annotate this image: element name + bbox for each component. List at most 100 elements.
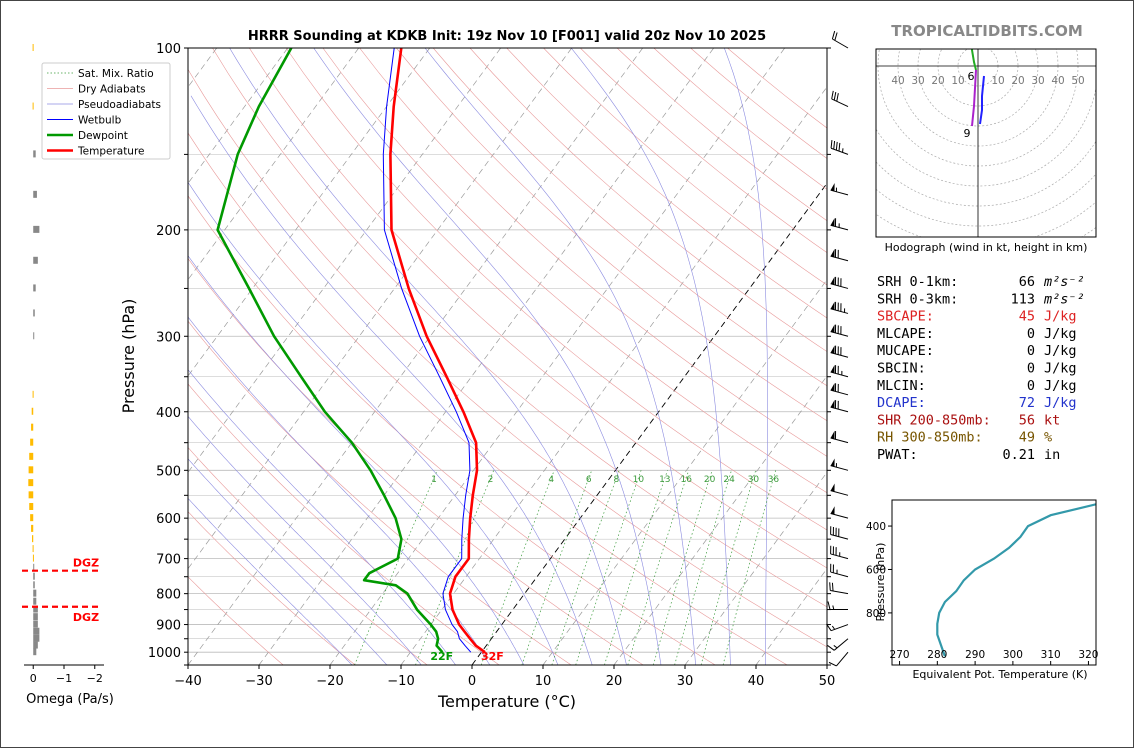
barb-flag xyxy=(830,364,835,374)
site-brand: TROPICALTIDBITS.COM xyxy=(891,22,1083,40)
moist-adiabat xyxy=(724,48,768,665)
isotherm xyxy=(258,48,715,665)
barb-line xyxy=(836,93,839,102)
isotherm xyxy=(188,48,502,473)
barb-flag xyxy=(830,458,835,467)
y-tick-label: 200 xyxy=(156,224,181,239)
legend-label: Dewpoint xyxy=(78,130,128,142)
hodograph-speed-label: 40 xyxy=(891,75,904,87)
omega-bar xyxy=(33,641,38,649)
index-row: SRH 0-1km: 66 m²s⁻² xyxy=(877,274,1085,290)
index-row: MLCAPE: 0 J/kg xyxy=(877,326,1077,342)
omega-bar xyxy=(28,466,34,474)
index-label: SBCAPE: xyxy=(877,309,934,325)
mixing-ratio-label: 10 xyxy=(633,475,645,485)
wind-barb xyxy=(827,601,848,611)
theta-e-y-tick-label: 400 xyxy=(866,521,886,533)
mixing-ratio-label: 13 xyxy=(659,475,670,485)
legend-label: Sat. Mix. Ratio xyxy=(78,68,154,80)
dry-adiabat xyxy=(322,48,827,494)
wind-barb xyxy=(830,182,849,196)
dry-adiabat xyxy=(188,576,284,665)
hodograph-speed-label: 30 xyxy=(1031,75,1044,87)
barb-staff xyxy=(830,371,849,378)
omega-bar xyxy=(30,438,34,446)
isotherm xyxy=(755,568,827,665)
dgz-label: DGZ xyxy=(73,611,99,624)
barb-line xyxy=(831,582,834,592)
index-row: SRH 0-3km: 113 m²s⁻² xyxy=(877,291,1085,307)
wind-barb xyxy=(831,90,849,108)
mixing-ratio-line xyxy=(627,470,690,665)
mixing-ratio-label: 20 xyxy=(704,475,716,485)
omega-bar xyxy=(33,634,40,642)
x-tick-label: 50 xyxy=(819,674,836,689)
x-tick-label: −10 xyxy=(387,674,414,689)
hodograph-speed-label: 10 xyxy=(991,75,1004,87)
hodograph-speed-label: 50 xyxy=(1071,75,1084,87)
theta-e-y-tick-label: 800 xyxy=(866,608,886,620)
dry-adiabat xyxy=(212,48,827,608)
omega-x-axis-label: Omega (Pa/s) xyxy=(26,692,114,707)
index-row: RH 300-850mb: 49% xyxy=(877,430,1052,446)
y-tick-label: 300 xyxy=(156,330,181,345)
wind-barb xyxy=(830,345,849,358)
omega-bar xyxy=(30,514,34,522)
skewt-legend: Sat. Mix. Ratio Dry Adiabats Pseudoadiabat… xyxy=(41,62,171,160)
dry-adiabat xyxy=(188,383,500,665)
wind-barb xyxy=(830,276,849,289)
dry-adiabat xyxy=(188,320,572,665)
mixing-ratio-line xyxy=(722,470,777,665)
barb-line xyxy=(835,141,838,151)
hodograph-segment xyxy=(970,49,977,71)
barb-staff xyxy=(830,406,849,413)
omega-bar xyxy=(32,535,34,543)
wind-barb xyxy=(830,324,849,337)
theta-e-x-tick-label: 280 xyxy=(927,649,947,661)
moist-adiabat xyxy=(188,497,353,665)
barb-staff xyxy=(830,189,849,196)
dry-adiabat xyxy=(396,48,827,422)
index-label: SRH 0-3km: xyxy=(877,291,958,307)
omega-bar xyxy=(33,256,38,264)
omega-bar xyxy=(33,563,35,571)
omega-bar xyxy=(32,554,34,562)
x-tick-label: 10 xyxy=(535,674,552,689)
dry-adiabat xyxy=(188,132,788,665)
dry-adiabat xyxy=(188,446,428,665)
mixing-ratio-label: 24 xyxy=(723,475,735,485)
index-unit: J/kg xyxy=(1044,326,1077,342)
omega-bar xyxy=(28,479,34,487)
barb-staff xyxy=(830,437,849,444)
isotherm xyxy=(188,48,431,377)
hodograph-segment xyxy=(979,75,985,125)
barb-line xyxy=(828,661,837,667)
mixing-ratio-label: 1 xyxy=(431,475,437,485)
omega-bar xyxy=(33,613,38,621)
barb-flag xyxy=(830,506,835,515)
storm-motion-label: RM xyxy=(957,13,970,23)
hodograph-height-label: 9 xyxy=(964,127,971,140)
wind-barb xyxy=(831,30,849,49)
wind-barb xyxy=(826,623,849,632)
omega-bar xyxy=(33,332,35,340)
barb-line xyxy=(827,645,835,651)
index-value: 0 xyxy=(1027,326,1035,342)
surface-dewpoint-label: 22F xyxy=(430,650,453,663)
omega-bar xyxy=(33,620,38,628)
index-value: 113 xyxy=(1011,291,1035,307)
hodograph-segment xyxy=(971,69,977,127)
wind-barb xyxy=(830,563,849,578)
moist-adiabat xyxy=(424,48,696,665)
barb-staff xyxy=(830,224,849,231)
barb-staff xyxy=(836,651,849,667)
omega-bar xyxy=(33,284,36,292)
omega-x-tick-label: −2 xyxy=(87,672,103,685)
theta-e-x-axis-label: Equivalent Pot. Temperature (K) xyxy=(912,668,1087,681)
y-tick-label: 600 xyxy=(156,512,181,527)
dry-adiabat xyxy=(188,195,716,665)
dry-adiabat xyxy=(285,48,827,531)
wind-barb xyxy=(830,382,849,396)
omega-x-tick-label: −1 xyxy=(56,672,72,685)
